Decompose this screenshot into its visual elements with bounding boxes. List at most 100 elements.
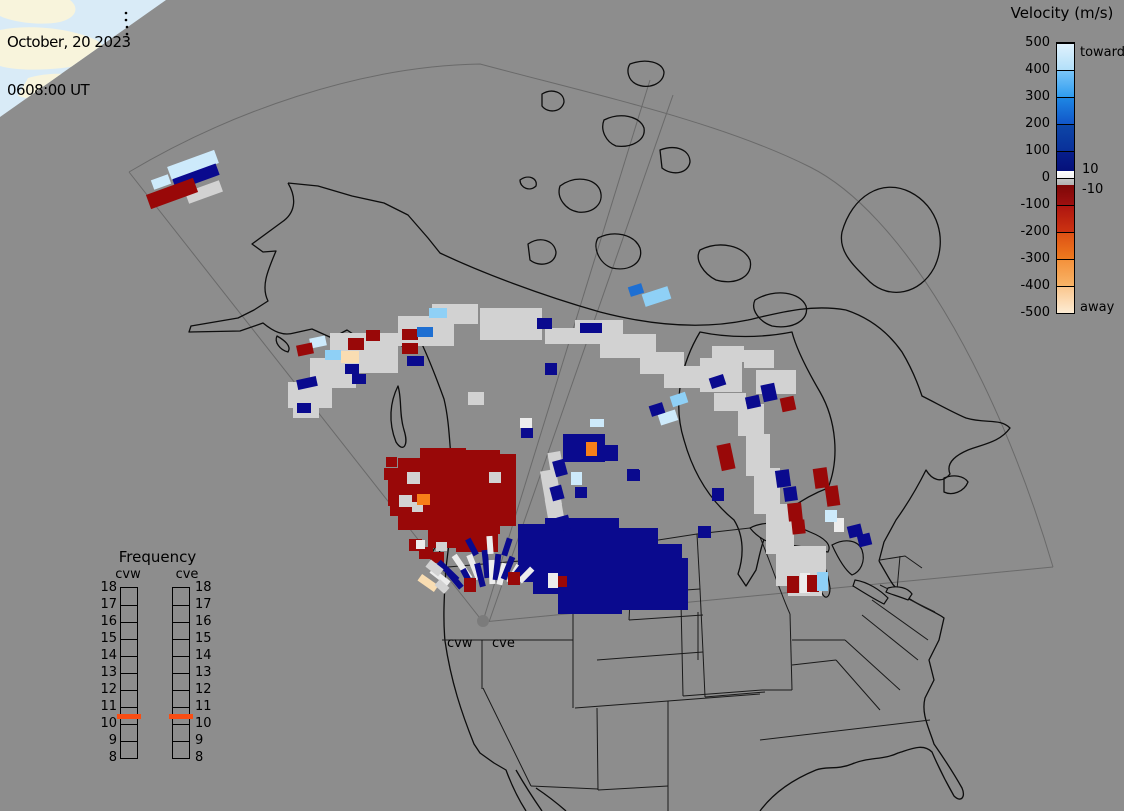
frequency-tick-mark: [121, 673, 137, 674]
frequency-tick-label: 18: [195, 580, 212, 595]
near-zero-label-minus10: -10: [1082, 182, 1104, 197]
echo-cell: [517, 566, 535, 584]
frequency-tick-label: 12: [100, 682, 117, 697]
timestamp-date: October, 20 2023: [7, 33, 131, 51]
velocity-segment-500-to-400: [1057, 43, 1074, 70]
frequency-tick-label: 9: [108, 733, 117, 748]
toward-label: toward: [1080, 45, 1124, 60]
frequency-bar-cve: [172, 587, 190, 759]
echo-cell: [580, 323, 602, 333]
echo-cell: [150, 174, 172, 190]
timestamp: October, 20 2023 0608:00 UT: [7, 2, 131, 130]
frequency-tick-mark: [121, 724, 137, 725]
frequency-tick-label: 13: [100, 665, 117, 680]
frequency-column-label-cve: cve: [175, 567, 199, 582]
velocity-tick-mark: [1057, 259, 1074, 260]
velocity-tick-mark: [1057, 124, 1074, 125]
echo-cell: [296, 376, 318, 390]
echo-cell: [465, 537, 479, 557]
velocity-tick-mark: [1057, 178, 1074, 179]
echo-cell: [601, 525, 616, 538]
lake-erie: [852, 579, 889, 605]
lake-huron: [831, 540, 864, 576]
radar-echo-cells: [145, 149, 873, 614]
velocity-tick-mark: [1057, 286, 1074, 287]
velocity-segment--100-to--200: [1057, 205, 1074, 232]
echo-cell: [556, 514, 572, 532]
velocity-tick-label: 500: [1025, 35, 1050, 50]
echo-cell: [412, 502, 423, 512]
echo-cell: [489, 472, 501, 483]
echo-cell: [834, 518, 844, 532]
radar-site-labels: cvw cve: [447, 636, 515, 651]
echo-cell: [760, 382, 778, 403]
frequency-tick-label: 13: [195, 665, 212, 680]
echo-cell: [549, 484, 565, 502]
echo-cell: [384, 468, 397, 480]
frequency-tick-label: 14: [195, 648, 212, 663]
echo-cell: [472, 454, 516, 526]
echo-cell: [345, 364, 359, 374]
frequency-tick-label: 8: [108, 750, 117, 765]
echo-cell: [508, 572, 520, 585]
echo-cell: [738, 404, 764, 436]
echo-cell: [670, 583, 683, 595]
echo-cell: [446, 570, 464, 590]
echo-cell: [779, 395, 797, 413]
echo-cell: [417, 573, 439, 593]
velocity-segment-400-to-300: [1057, 70, 1074, 97]
frequency-tick-label: 18: [100, 580, 117, 595]
frequency-tick-mark: [173, 622, 189, 623]
frequency-tick-mark: [173, 673, 189, 674]
echo-cell: [791, 519, 806, 535]
echo-cell: [366, 330, 380, 341]
frequency-tick-mark: [121, 605, 137, 606]
echo-cell: [436, 542, 447, 551]
frequency-tick-label: 11: [195, 699, 212, 714]
coastlines: [188, 60, 1011, 811]
echo-cell: [662, 562, 675, 574]
echo-cell: [348, 338, 364, 350]
velocity-tick-label: -300: [1020, 251, 1050, 266]
velocity-tick-label: -500: [1020, 305, 1050, 320]
echo-cell: [407, 356, 424, 366]
frequency-tick-label: 17: [195, 597, 212, 612]
echo-cell: [468, 392, 484, 405]
echo-cell: [575, 487, 587, 498]
echo-cell: [325, 350, 341, 360]
frequency-tick-label: 12: [195, 682, 212, 697]
echo-cell: [846, 523, 864, 539]
frequency-marker-cve: [169, 713, 193, 719]
frequency-tick-mark: [121, 639, 137, 640]
velocity-tick-label: 0: [1041, 170, 1050, 185]
echo-cell: [444, 498, 460, 542]
velocity-tick-label: -200: [1020, 224, 1050, 239]
echo-cell: [825, 510, 837, 522]
echo-cell: [669, 391, 689, 408]
radar-site-dot: [477, 615, 489, 627]
velocity-tick-mark: [1057, 43, 1074, 44]
velocity-tick-mark: [1057, 151, 1074, 152]
frequency-legend-title: Frequency: [118, 548, 197, 566]
frequency-tick-mark: [121, 707, 137, 708]
velocity-tick-label: -400: [1020, 278, 1050, 293]
echo-cell: [352, 374, 366, 384]
velocity-segment--400-to--500: [1057, 286, 1074, 313]
sunlit-land: [0, 0, 76, 24]
frequency-tick-mark: [121, 656, 137, 657]
fov-inner-edge-1: [482, 79, 651, 622]
echo-cell: [716, 442, 736, 472]
frequency-tick-label: 11: [100, 699, 117, 714]
velocity-segment-200-to-100: [1057, 124, 1074, 151]
velocity-segment-300-to-200: [1057, 97, 1074, 124]
echo-cell: [552, 458, 568, 478]
near-zero-label-plus10: 10: [1082, 162, 1099, 177]
echo-cell: [420, 448, 466, 470]
echo-cell: [556, 576, 567, 587]
echo-cell: [341, 351, 359, 363]
echo-cell: [521, 428, 533, 438]
frequency-tick-mark: [173, 656, 189, 657]
echo-cell: [402, 343, 418, 354]
echo-cell: [627, 283, 645, 297]
